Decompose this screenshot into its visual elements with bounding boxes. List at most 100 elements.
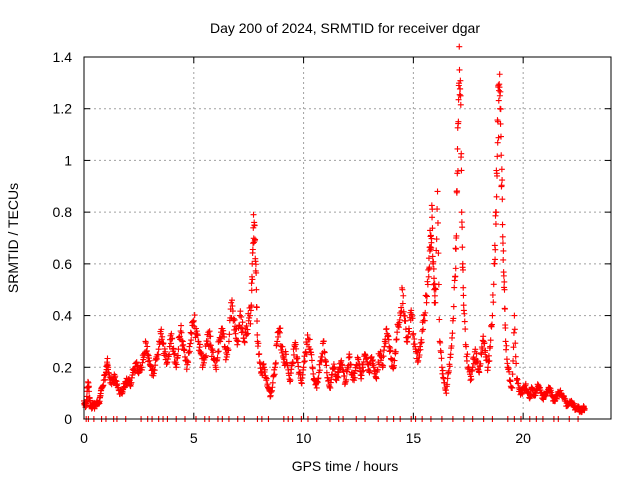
data-point — [298, 380, 305, 387]
data-point — [252, 261, 259, 268]
data-point — [432, 286, 439, 293]
data-point — [494, 139, 501, 146]
data-point — [215, 348, 222, 355]
data-point — [496, 84, 503, 91]
data-point — [509, 384, 516, 391]
data-point — [450, 303, 457, 310]
data-point — [490, 281, 497, 288]
data-point — [463, 343, 470, 350]
data-point — [185, 359, 192, 366]
data-point — [426, 264, 433, 271]
data-point — [485, 358, 492, 365]
data-point — [351, 374, 358, 381]
data-point — [261, 366, 268, 373]
data-point — [175, 346, 182, 353]
data-point — [487, 343, 494, 350]
data-point — [452, 273, 459, 280]
data-point — [468, 376, 475, 383]
data-point — [423, 292, 430, 299]
data-point — [204, 338, 211, 345]
data-point — [323, 369, 330, 376]
data-point — [428, 244, 435, 251]
data-point — [269, 379, 276, 386]
data-point — [474, 357, 481, 364]
data-point — [434, 219, 441, 226]
data-point — [459, 260, 466, 267]
data-point — [454, 188, 461, 195]
data-point — [360, 367, 367, 374]
data-point — [512, 353, 519, 360]
data-point — [510, 357, 517, 364]
data-point — [173, 361, 180, 368]
data-point — [373, 375, 380, 382]
data-point — [478, 351, 485, 358]
data-point — [519, 390, 526, 397]
data-point — [500, 256, 507, 263]
data-point — [358, 368, 365, 375]
data-point — [396, 316, 403, 323]
data-point — [155, 351, 162, 358]
data-point — [225, 338, 232, 345]
data-point — [502, 338, 509, 345]
data-point — [190, 317, 197, 324]
data-point — [252, 236, 259, 243]
data-point — [456, 43, 463, 50]
data-point — [482, 347, 489, 354]
grid-lines — [84, 57, 611, 419]
data-point — [400, 292, 407, 299]
data-point — [295, 363, 302, 370]
data-point — [250, 211, 257, 218]
data-point — [435, 281, 442, 288]
data-point — [105, 364, 112, 371]
data-point — [160, 340, 167, 347]
data-point — [181, 347, 188, 354]
data-point — [458, 150, 465, 157]
data-point — [499, 233, 506, 240]
data-point — [492, 246, 499, 253]
data-point — [461, 318, 468, 325]
data-point — [499, 196, 506, 203]
data-point — [171, 351, 178, 358]
y-tick-label: 1 — [64, 152, 72, 168]
data-point — [485, 352, 492, 359]
data-point — [253, 286, 260, 293]
data-point — [494, 153, 501, 160]
data-point — [405, 333, 412, 340]
data-point — [446, 363, 453, 370]
data-point — [415, 357, 422, 364]
data-point — [235, 338, 242, 345]
data-point — [425, 266, 432, 273]
data-point — [301, 359, 308, 366]
data-point — [178, 322, 185, 329]
data-point — [329, 372, 336, 379]
data-point — [195, 338, 202, 345]
data-point — [171, 350, 178, 357]
data-point — [241, 339, 248, 346]
data-point — [222, 356, 229, 363]
data-point — [430, 281, 437, 288]
data-point — [429, 225, 436, 232]
data-point — [287, 377, 294, 384]
data-point — [162, 348, 169, 355]
data-point — [308, 351, 315, 358]
axis-ticks — [83, 56, 611, 420]
data-point — [480, 333, 487, 340]
data-point — [255, 340, 262, 347]
data-point — [382, 340, 389, 347]
data-point — [301, 358, 308, 365]
data-point — [435, 250, 442, 257]
x-tick-label: 5 — [190, 430, 198, 446]
data-point — [205, 329, 212, 336]
data-point — [410, 330, 417, 337]
data-point — [399, 300, 406, 307]
data-point — [427, 232, 434, 239]
data-point — [244, 330, 251, 337]
data-point — [476, 369, 483, 376]
data-point — [498, 182, 505, 189]
data-point — [380, 362, 387, 369]
y-tick-label: 1.4 — [53, 49, 73, 65]
data-point — [247, 320, 254, 327]
data-point — [229, 303, 236, 310]
data-point — [457, 77, 464, 84]
data-point — [327, 385, 334, 392]
